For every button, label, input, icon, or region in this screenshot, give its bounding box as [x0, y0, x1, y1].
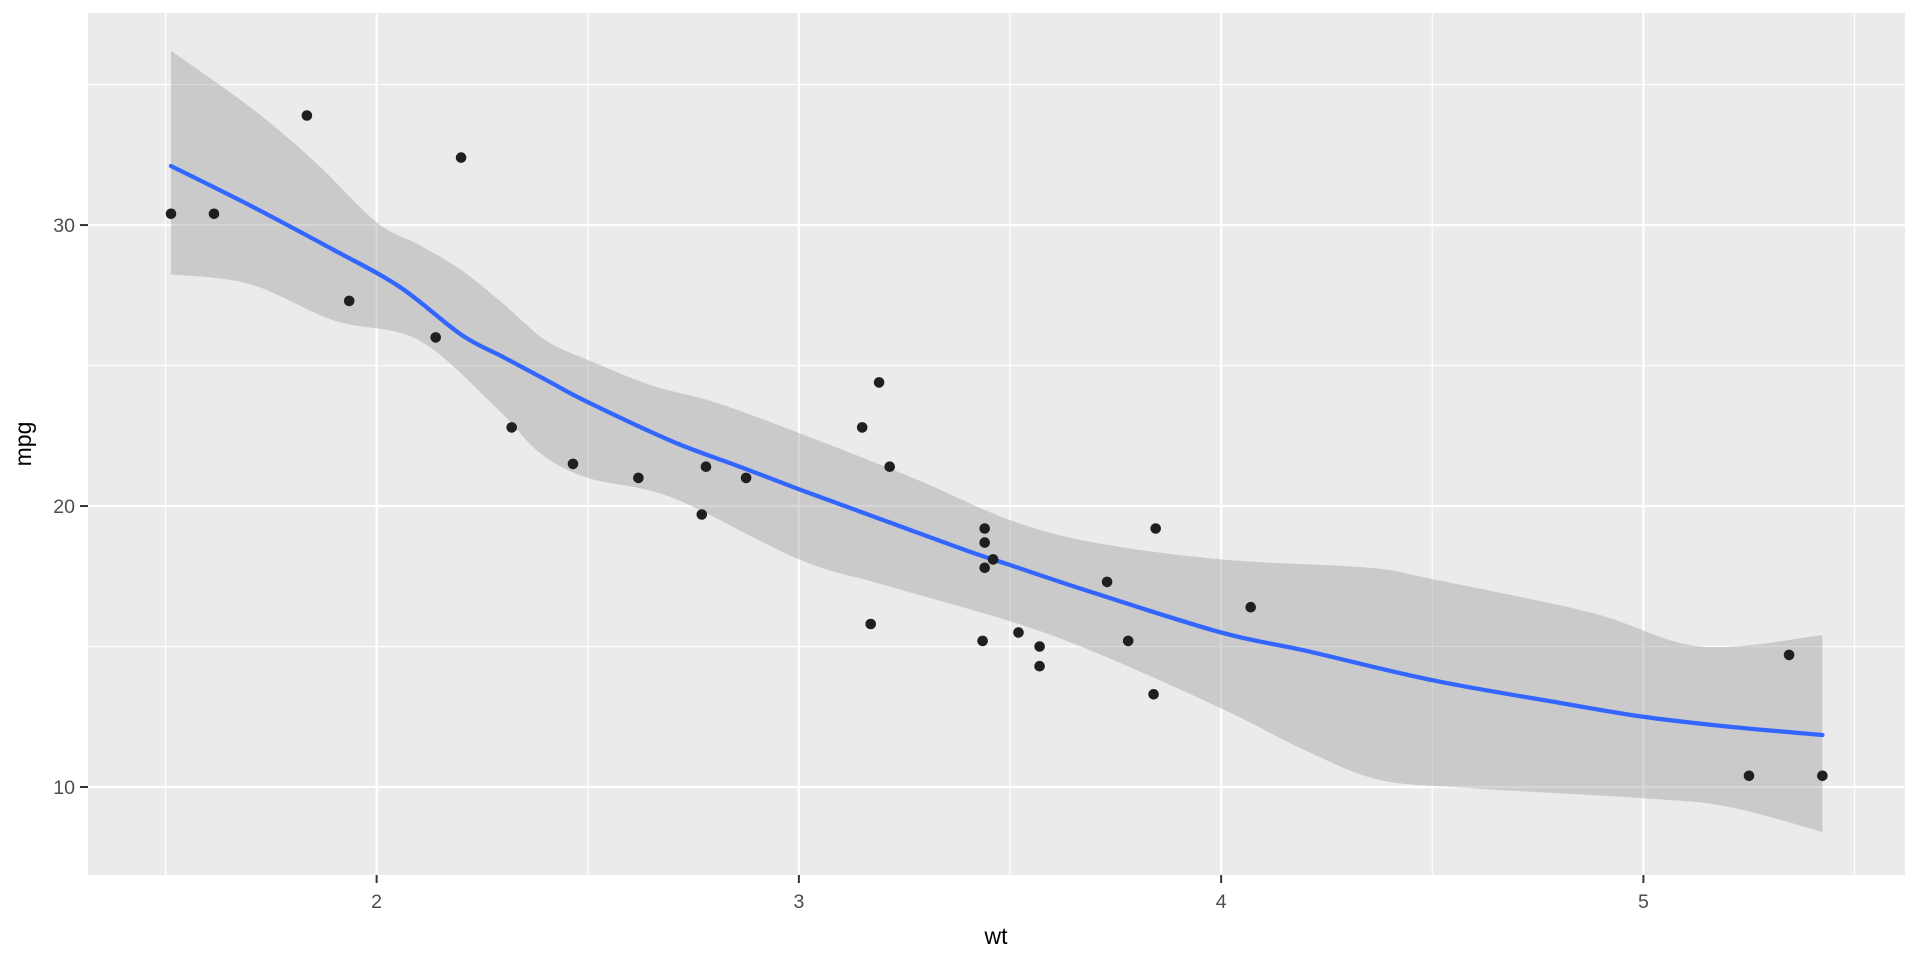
data-point: [430, 332, 442, 343]
data-point: [856, 422, 868, 433]
data-point: [1034, 641, 1045, 652]
data-point: [567, 458, 579, 470]
data-point: [455, 152, 467, 163]
data-point: [506, 422, 517, 433]
loess-line: [168, 163, 1825, 738]
data-point: [865, 618, 876, 630]
data-point: [1743, 770, 1755, 782]
y-tick-label: 30: [53, 215, 75, 237]
data-point: [1150, 523, 1161, 534]
data-point: [873, 377, 885, 388]
data-point: [301, 110, 313, 121]
data-point: [700, 461, 712, 473]
y-tick-label: 10: [53, 777, 75, 799]
data-point: [1122, 635, 1134, 647]
x-tick-label: 4: [1216, 891, 1227, 913]
grid-layer: [88, 13, 1905, 875]
data-point: [343, 295, 355, 307]
data-point: [1817, 770, 1828, 782]
data-point: [165, 208, 177, 220]
axis-layer: 2 3 4 5 10 20 30: [53, 215, 1649, 913]
panel-layer: [88, 13, 1905, 875]
x-tick-label: 3: [793, 891, 804, 913]
x-tick-label: 2: [371, 891, 382, 913]
data-point: [633, 472, 644, 484]
data-point: [979, 562, 990, 574]
data-point: [987, 554, 999, 565]
data-point: [884, 461, 895, 473]
confidence-ribbon: [171, 50, 1823, 833]
data-point: [1101, 576, 1113, 588]
data-layer: [165, 50, 1828, 833]
x-tick-label: 5: [1638, 891, 1649, 913]
y-tick-label: 20: [53, 496, 75, 518]
data-point: [740, 472, 752, 484]
data-point: [979, 523, 990, 534]
data-point: [1783, 649, 1795, 661]
panel-background: [88, 13, 1905, 875]
data-point: [979, 537, 990, 548]
data-point: [1245, 601, 1256, 613]
data-point: [208, 208, 220, 220]
y-axis-title: mpg: [10, 422, 36, 467]
data-point: [1013, 627, 1024, 638]
data-point: [696, 509, 708, 520]
data-point: [1148, 689, 1159, 700]
data-point: [1034, 660, 1045, 672]
data-point: [977, 635, 988, 647]
x-axis-title: wt: [984, 923, 1009, 949]
